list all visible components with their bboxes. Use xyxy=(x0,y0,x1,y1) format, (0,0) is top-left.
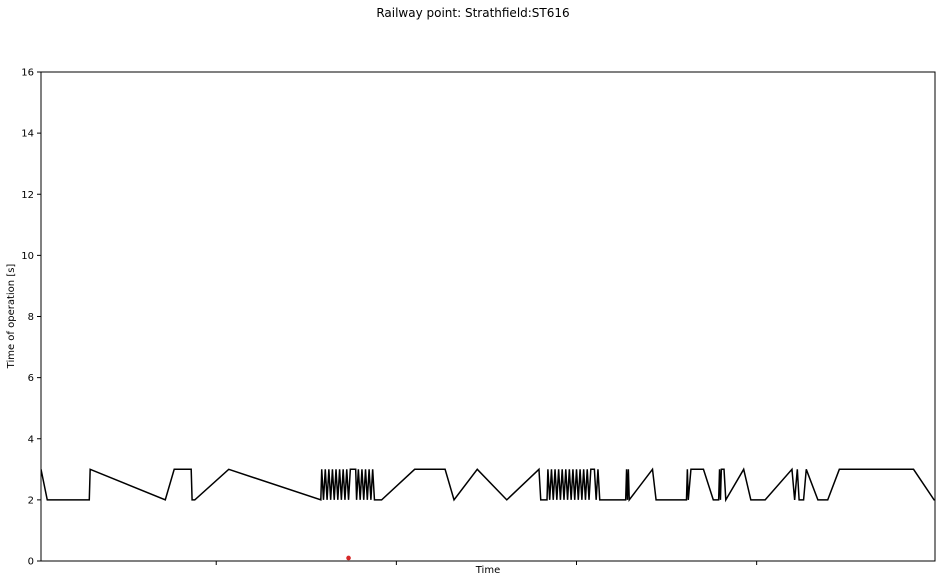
y-tick-label: 10 xyxy=(21,251,34,262)
series-line xyxy=(41,467,935,503)
y-tick-label: 2 xyxy=(28,495,34,506)
x-axis-label: Time xyxy=(475,565,500,576)
y-tick-label: 6 xyxy=(28,373,34,384)
y-tick-label: 14 xyxy=(21,129,34,140)
red-marker-point xyxy=(346,555,351,561)
y-tick-label: 12 xyxy=(21,190,34,201)
y-tick-label: 8 xyxy=(28,312,34,323)
y-tick-label: 4 xyxy=(28,434,34,445)
y-tick-label: 16 xyxy=(21,68,34,79)
y-axis-label: Time of operation [s] xyxy=(6,264,17,370)
y-tick-label: 0 xyxy=(28,557,34,568)
chart-title: Railway point: Strathfield:ST616 xyxy=(376,6,569,20)
plot-frame xyxy=(40,71,936,562)
